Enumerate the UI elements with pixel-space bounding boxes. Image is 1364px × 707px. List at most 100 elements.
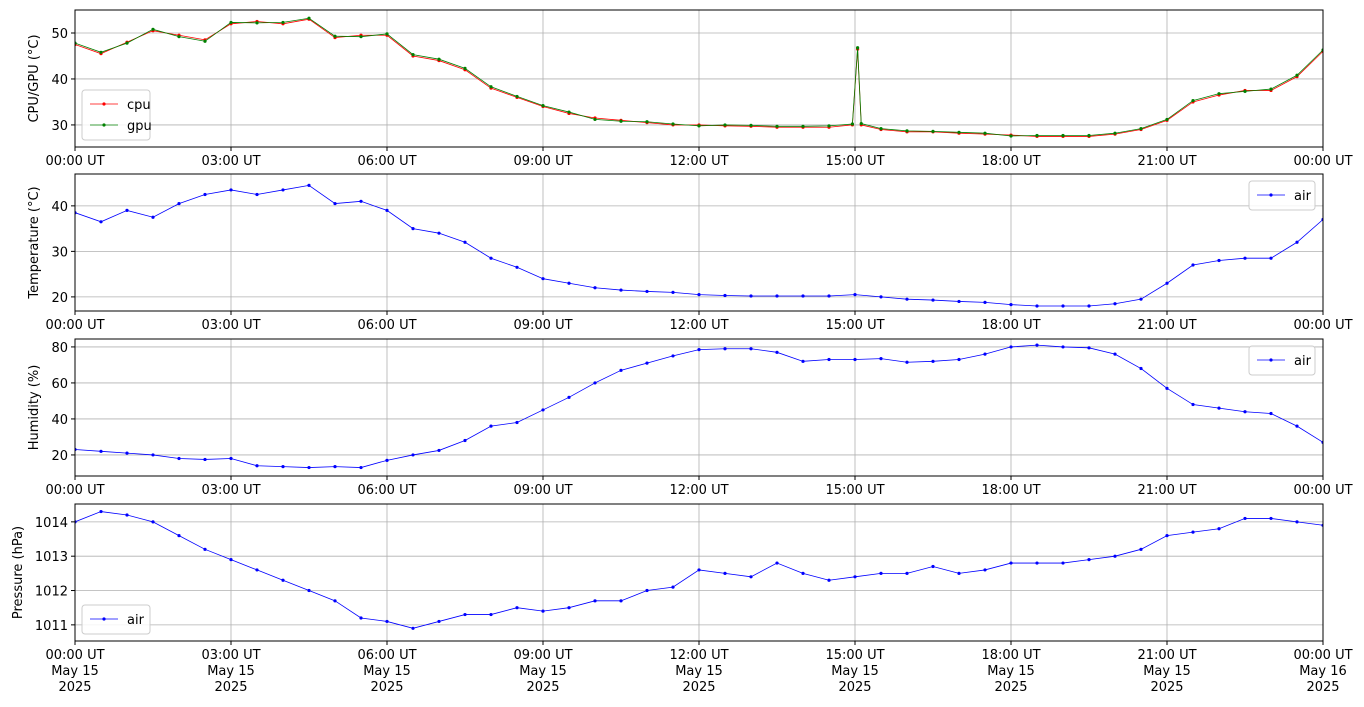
x-tick-label: 18:00 UT	[981, 318, 1040, 333]
y-tick-label: 30	[51, 119, 68, 134]
data-point	[827, 294, 831, 298]
data-point	[856, 46, 860, 50]
data-point	[931, 359, 935, 363]
y-tick-label: 1013	[35, 550, 68, 565]
data-point	[1087, 304, 1091, 308]
data-point	[905, 571, 909, 575]
data-point	[255, 192, 259, 197]
data-point	[905, 360, 909, 364]
y-tick-label: 40	[51, 200, 68, 215]
x-tick-label: 09:00 UT May 15 2025	[513, 648, 572, 695]
data-point	[463, 66, 467, 70]
data-point	[1243, 410, 1247, 414]
y-tick-label: 1014	[35, 516, 68, 531]
data-point	[359, 465, 363, 470]
data-point	[1165, 533, 1169, 538]
x-tick-label: 00:00 UT	[1293, 483, 1352, 498]
data-point	[203, 192, 207, 197]
data-point	[1087, 558, 1091, 562]
x-tick-label: 21:00 UT May 15 2025	[1137, 648, 1196, 695]
data-point	[177, 533, 181, 538]
x-tick-label: 15:00 UT	[825, 483, 884, 498]
data-point	[619, 119, 623, 123]
x-tick-label: 00:00 UT	[45, 483, 104, 498]
data-point	[411, 626, 415, 630]
y-tick-label: 40	[51, 413, 68, 428]
data-point	[749, 347, 753, 351]
data-point	[489, 612, 493, 617]
data-point	[541, 104, 545, 108]
data-point	[567, 281, 571, 285]
data-point	[359, 616, 363, 620]
data-point	[645, 289, 649, 294]
legend-label: air	[1294, 189, 1312, 204]
data-point	[1165, 281, 1169, 285]
legend-marker	[1269, 193, 1273, 197]
data-point	[1035, 304, 1039, 308]
data-point	[723, 123, 727, 127]
y-tick-label: 40	[51, 73, 68, 88]
legend-marker	[102, 617, 106, 621]
data-point	[1113, 131, 1117, 135]
x-tick-label: 12:00 UT	[669, 318, 728, 333]
data-point	[775, 124, 779, 128]
x-tick-label: 00:00 UT	[45, 318, 104, 333]
data-point	[697, 348, 701, 352]
data-point	[515, 265, 519, 269]
data-point	[957, 357, 961, 362]
x-tick-label: 15:00 UT	[825, 154, 884, 169]
y-axis-label: CPU/GPU (°C)	[27, 34, 42, 122]
y-tick-label: 30	[51, 245, 68, 260]
data-point	[1113, 554, 1117, 558]
plot-frame	[74, 173, 1324, 312]
data-point	[859, 121, 863, 126]
x-tick-label: 03:00 UT May 15 2025	[201, 648, 260, 695]
legend-box	[81, 604, 151, 635]
x-tick-label: 03:00 UT	[201, 318, 260, 333]
data-point	[1243, 89, 1247, 93]
data-point	[203, 457, 207, 462]
data-point	[255, 464, 259, 468]
data-point	[567, 110, 571, 114]
data-point	[723, 347, 727, 351]
data-point	[333, 34, 337, 38]
data-point	[645, 361, 649, 365]
data-point	[1035, 343, 1039, 347]
data-point	[905, 297, 909, 301]
legend-label: air	[127, 613, 145, 628]
data-point	[1269, 516, 1273, 521]
data-point	[645, 588, 649, 593]
data-point	[1217, 527, 1221, 531]
data-point	[1113, 352, 1117, 356]
y-axis-label: Humidity (%)	[27, 365, 42, 451]
data-point	[723, 293, 727, 298]
data-point	[671, 354, 675, 358]
data-point	[229, 456, 233, 461]
data-point	[151, 27, 155, 31]
data-point	[1009, 134, 1013, 138]
data-point	[125, 513, 129, 517]
data-point	[229, 20, 233, 25]
data-point	[541, 408, 545, 412]
y-tick-label: 60	[51, 377, 68, 392]
data-point	[671, 290, 675, 294]
data-point	[697, 293, 701, 297]
x-tick-label: 18:00 UT	[981, 483, 1040, 498]
data-point	[983, 300, 987, 304]
data-point	[879, 127, 883, 131]
data-point	[99, 50, 103, 54]
data-point	[255, 21, 259, 25]
data-point	[463, 612, 467, 617]
data-point	[359, 199, 363, 203]
legend-box	[81, 89, 151, 141]
data-point	[1295, 240, 1299, 244]
data-point	[99, 509, 103, 514]
data-point	[125, 451, 129, 455]
data-point	[307, 183, 311, 187]
data-point	[567, 606, 571, 610]
data-point	[1295, 73, 1299, 77]
data-point	[619, 368, 623, 372]
data-point	[99, 220, 103, 224]
data-point	[1243, 516, 1247, 521]
data-point	[385, 32, 389, 36]
